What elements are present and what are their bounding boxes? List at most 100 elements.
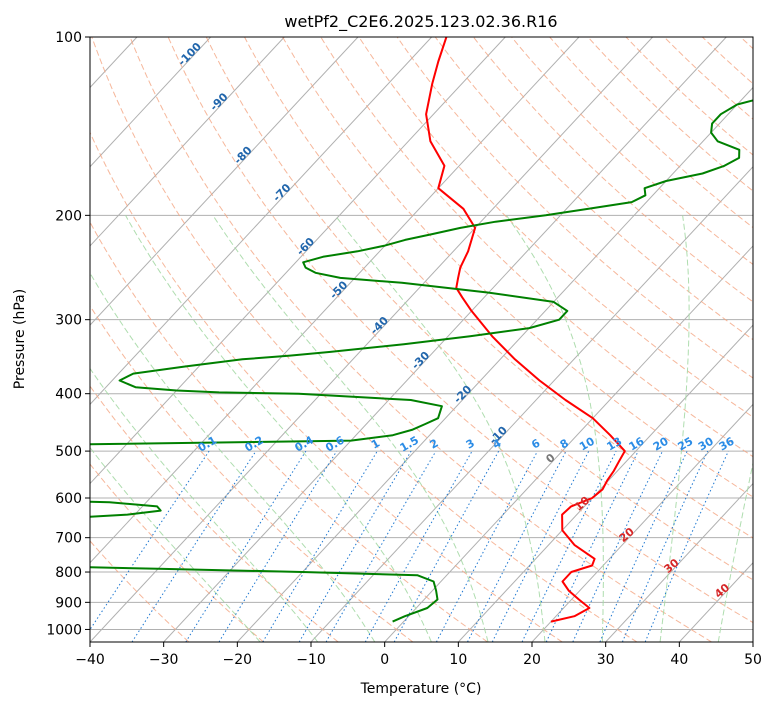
dry-adiabat-line	[740, 37, 753, 50]
isotherm-line	[90, 37, 285, 247]
mixing-ratio-line	[262, 450, 378, 642]
plot-area: 0.1 0.2 0.4 0.6 1 1.5 2 3 4 6 8 10 13 16 20 25 30 36-100-…	[90, 37, 753, 642]
isotherm-line	[457, 324, 753, 642]
mixing-ratio-line	[185, 450, 307, 642]
x-axis-ticks: −40 −30 −20 −10 0 10 20 30 40 50	[75, 642, 762, 668]
x-tick-label: 10	[449, 652, 467, 668]
y-tick-label: 500	[55, 444, 82, 460]
y-tick-label: 300	[55, 313, 82, 329]
moist-adiabat-line	[90, 272, 376, 642]
dry-adiabat-label: -70	[270, 181, 293, 204]
isobar-grid	[90, 37, 753, 630]
mixing-ratio-label: 3	[464, 437, 477, 452]
y-tick-label: 100	[55, 30, 82, 46]
moist-adiabat-label: 30	[661, 556, 681, 576]
moist-adiabat-label: 10	[572, 494, 592, 514]
y-tick-label: 700	[55, 531, 82, 547]
dry-adiabat-line	[244, 37, 753, 539]
dry-adiabat-line	[701, 37, 753, 85]
isotherm-grid	[90, 37, 753, 642]
dry-adiabat-line	[90, 131, 563, 642]
plot-frame	[89, 36, 754, 643]
y-tick-label: 900	[55, 595, 82, 611]
isotherm-line	[531, 403, 753, 642]
x-axis-title: Temperature (°C)	[360, 681, 482, 697]
isotherm-line	[752, 641, 753, 642]
y-axis-ticks: 1000 900 800 700 600 500 400 300 200 100	[46, 30, 90, 638]
mixing-ratio-label: 2	[428, 437, 441, 452]
moist-adiabat-line	[90, 367, 319, 642]
y-tick-label: 1000	[46, 622, 82, 638]
y-tick-label: 200	[55, 208, 82, 224]
profile-lines	[90, 37, 753, 623]
dry-adiabat-line	[396, 37, 753, 379]
isotherm-line	[90, 37, 212, 168]
temperature-profile-line	[425, 37, 626, 623]
moist-adiabat-line	[212, 215, 489, 642]
x-tick-label: 40	[670, 652, 688, 668]
moist-adiabat-label: 20	[617, 525, 637, 545]
y-tick-label: 800	[55, 565, 82, 581]
mixing-ratio-line	[435, 450, 538, 642]
dry-adiabat-line	[587, 37, 753, 192]
isotherm-line	[90, 37, 433, 406]
x-tick-label: 20	[523, 652, 541, 668]
mixing-ratio-line	[572, 450, 663, 642]
dry-adiabat-label: -80	[231, 144, 254, 167]
chart-title: wetPf2_C2E6.2025.123.02.36.R16	[284, 12, 557, 32]
dry-adiabat-line	[90, 540, 190, 642]
moist-adiabat-line	[505, 215, 604, 642]
mixing-ratio-line	[393, 450, 500, 642]
moist-adiabats	[90, 214, 753, 642]
mixing-ratio-line	[131, 450, 257, 642]
moist-adiabat-line	[125, 215, 432, 642]
dry-adiabat-line	[167, 37, 753, 624]
dry-adiabat-label: -30	[409, 349, 432, 372]
dry-adiabat-label: -50	[327, 278, 350, 301]
mixing-ratio-line	[545, 450, 639, 642]
mixing-ratio-line	[298, 450, 412, 642]
dry-adiabats	[90, 37, 753, 642]
isotherm-line	[90, 37, 654, 642]
isotherm-line	[90, 37, 580, 564]
moist-adiabat-line	[659, 215, 690, 642]
dry-adiabat-line	[205, 37, 753, 581]
isotherm-line	[90, 37, 359, 326]
dry-adiabat-line	[90, 463, 264, 642]
moist-adiabat-line	[90, 446, 261, 642]
dry-adiabat-label: -100	[175, 40, 204, 69]
isotherm-line	[678, 562, 753, 642]
dry-adiabat-label: -40	[368, 314, 391, 337]
x-tick-label: 0	[380, 652, 389, 668]
isotherm-line	[384, 245, 753, 642]
x-tick-label: −20	[223, 652, 253, 668]
y-axis-title: Pressure (hPa)	[12, 289, 28, 389]
dry-adiabat-line	[90, 221, 488, 642]
mixing-ratio-line	[491, 450, 590, 642]
moist-adiabat-line	[334, 214, 546, 642]
mixing-ratio-line	[521, 450, 617, 642]
mixing-ratio-line	[644, 450, 729, 642]
isotherm-line	[605, 482, 753, 642]
dry-adiabat-line	[625, 37, 753, 156]
dry-adiabat-line	[90, 385, 339, 642]
x-tick-label: −10	[296, 652, 326, 668]
mixing-ratio-line	[621, 450, 709, 642]
dewpoint-profile-line	[90, 99, 753, 623]
dry-adiabat-line	[320, 37, 753, 458]
y-tick-label: 600	[55, 491, 82, 507]
x-tick-label: 50	[744, 652, 762, 668]
x-tick-label: 30	[597, 652, 615, 668]
mixing-ratio-line	[599, 450, 688, 642]
mixing-ratio-label: 6	[529, 436, 542, 451]
moist-adiabat-line	[717, 460, 753, 642]
dry-adiabat-label: -90	[207, 90, 230, 113]
x-tick-label: −30	[149, 652, 179, 668]
dry-adiabat-label: -20	[451, 383, 474, 406]
dry-adiabat-label: -10	[487, 424, 510, 447]
x-tick-label: −40	[75, 652, 105, 668]
dry-adiabat-line	[129, 37, 712, 642]
isotherm-line	[90, 37, 506, 485]
line-labels: 0.1 0.2 0.4 0.6 1 1.5 2 3 4 6 8 10 13 16 20 25 30 36-100-…	[175, 40, 736, 601]
